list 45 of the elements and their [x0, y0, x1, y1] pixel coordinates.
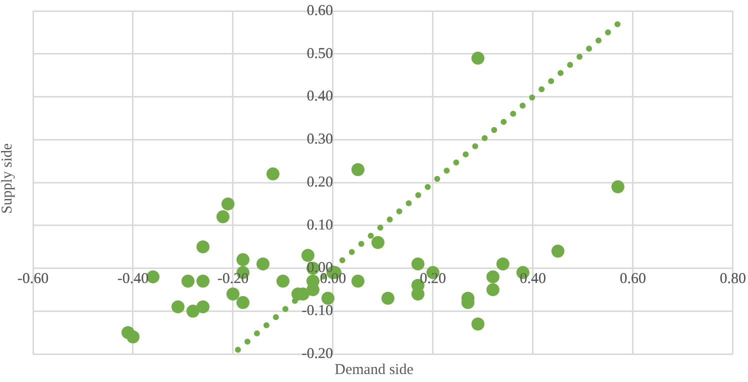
- point: [221, 197, 234, 210]
- point: [196, 274, 210, 288]
- point: [236, 296, 250, 310]
- point: [496, 257, 510, 270]
- y-tick-label: -0.20: [302, 346, 333, 362]
- point: [321, 292, 334, 305]
- point: [256, 257, 270, 270]
- x-tick-label: -0.60: [17, 271, 49, 288]
- point: [126, 330, 140, 344]
- y-tick-label: 0.40: [306, 88, 333, 105]
- point: [276, 274, 290, 288]
- x-tick-label: -0.20: [217, 271, 249, 288]
- point: [351, 163, 364, 176]
- point: [216, 210, 230, 224]
- point: [411, 257, 424, 270]
- x-axis-title: Demand side: [334, 362, 414, 379]
- point: [551, 244, 564, 258]
- x-tick-label: 0.40: [520, 271, 546, 288]
- point: [471, 317, 484, 330]
- x-tick-label: 0.60: [620, 271, 646, 288]
- point: [226, 287, 240, 300]
- point: [196, 240, 210, 254]
- point: [186, 304, 200, 318]
- point: [266, 167, 280, 180]
- point: [351, 274, 364, 288]
- point: [381, 292, 394, 305]
- y-tick-label: 0.60: [306, 2, 333, 19]
- point: [301, 248, 314, 262]
- point: [236, 253, 250, 266]
- point: [471, 52, 484, 65]
- y-tick-label: 0.20: [306, 174, 333, 190]
- y-tick-label: 0.10: [306, 217, 333, 234]
- point: [196, 300, 210, 314]
- point: [486, 270, 500, 284]
- y-tick-label: 0.50: [306, 46, 333, 62]
- point: [611, 180, 624, 194]
- y-tick-label: 0.30: [306, 132, 333, 148]
- x-tick-label: 0.80: [720, 271, 746, 288]
- y-axis-title: Supply side: [0, 142, 16, 216]
- y-tick-label: -0.10: [302, 303, 333, 320]
- point: [171, 300, 184, 314]
- point: [371, 236, 384, 250]
- point: [181, 274, 194, 288]
- x-tick-label: -0.40: [117, 271, 149, 288]
- point: [486, 283, 500, 296]
